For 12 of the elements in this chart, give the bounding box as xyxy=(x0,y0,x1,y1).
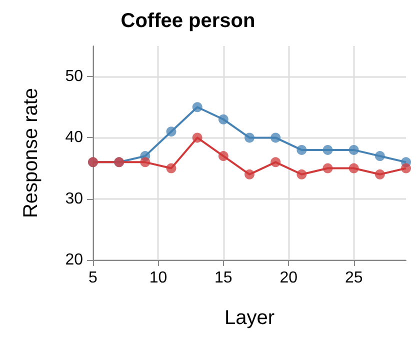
y-tick-label: 50 xyxy=(65,68,84,86)
x-axis-title: Layer xyxy=(224,307,275,329)
y-tick-label: 20 xyxy=(65,252,84,268)
x-tick-label: 20 xyxy=(280,270,298,286)
y-axis-title: Response rate xyxy=(20,88,42,218)
x-tick-label: 10 xyxy=(149,270,168,286)
x-tick-label: 25 xyxy=(344,270,363,286)
y-tick-label: 30 xyxy=(65,190,84,208)
chart-title: Coffee person xyxy=(120,10,256,32)
x-tick-label: 5 xyxy=(88,270,98,286)
x-tick-label: 15 xyxy=(214,270,232,286)
y-tick-label: 40 xyxy=(65,129,84,146)
